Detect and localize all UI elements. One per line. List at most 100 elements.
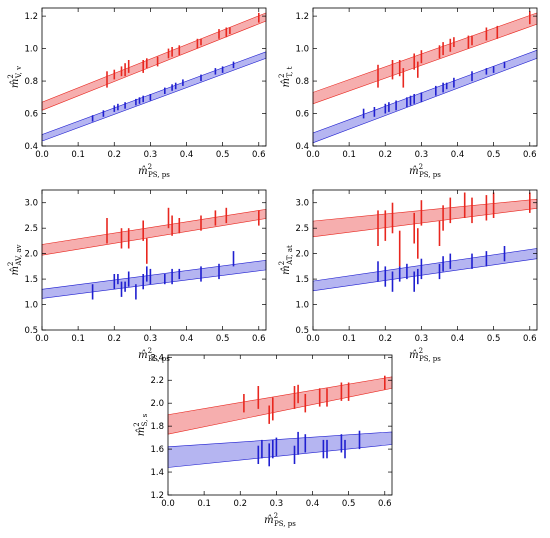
chart-panel-3: 0.0 0.1 0.2 0.3 0.4 0.5 0.6 0.5 1.0 1.5 2.0 2.5 3.0 m… (7, 189, 267, 363)
x-tick-label: 0.1 (71, 334, 85, 344)
y-axis-label-base: m̂ (281, 265, 292, 274)
x-axis-label-sup: 2 (419, 347, 423, 355)
x-axis-label: m̂2 PS, ps (138, 347, 170, 363)
x-tick-label: 0.6 (523, 334, 537, 344)
y-tick-label: 1.5 (24, 275, 38, 285)
x-tick-label: 0.3 (144, 150, 158, 160)
x-tick-label: 0.1 (342, 334, 356, 344)
x-axis-label-base: m̂ (264, 515, 273, 526)
plot-frame (312, 7, 538, 147)
plot-frame (312, 189, 538, 331)
y-tick-label: 1.2 (150, 491, 164, 501)
x-axis-label-sub: PS, ps (148, 355, 170, 363)
y-tick-label: 2.0 (150, 399, 164, 409)
y-tick-label: 1.2 (24, 12, 38, 22)
y-tick-label: 1.0 (24, 45, 38, 55)
x-tick-label: 0.2 (378, 150, 392, 160)
x-axis-label-sub: PS, ps (419, 171, 441, 179)
y-tick-label: 2.2 (150, 376, 164, 386)
y-axis-label: m̂2V, v (7, 66, 23, 88)
x-tick-label: 0.4 (306, 499, 320, 509)
x-axis-label: m̂2 PS, ps (264, 512, 296, 528)
x-tick-label: 0.1 (342, 150, 356, 160)
x-axis-label-base: m̂ (138, 350, 147, 361)
chart-panel-1: 0.0 0.1 0.2 0.3 0.4 0.5 0.60.40.60.81.01.2m̂2 P… (7, 7, 267, 179)
y-axis-label-base: m̂ (136, 427, 147, 436)
x-tick-label: 0.2 (378, 334, 392, 344)
x-tick-label: 0.6 (252, 150, 266, 160)
x-tick-label: 0.2 (107, 334, 121, 344)
y-tick-label: 0.6 (24, 110, 38, 120)
x-tick-label: 0.0 (35, 150, 49, 160)
x-axis-label-sub: PS, ps (419, 355, 441, 363)
x-axis-label: m̂2 PS, ps (138, 163, 170, 179)
y-axis-label: m̂2S, s (133, 413, 149, 436)
x-tick-label: 0.0 (306, 334, 320, 344)
x-tick-label: 0.5 (342, 499, 356, 509)
y-axis-label: m̂2AT, at (278, 245, 294, 275)
band-blue (312, 248, 538, 292)
y-tick-label: 2.5 (295, 224, 309, 234)
y-axis-label-base: m̂ (10, 79, 21, 88)
y-tick-label: 1.4 (150, 468, 164, 478)
x-tick-label: 0.3 (270, 499, 284, 509)
y-tick-label: 3.0 (295, 199, 309, 209)
y-tick-label: 0.5 (295, 326, 309, 336)
y-axis-label-sub: S, s (141, 413, 149, 426)
y-tick-label: 2.0 (24, 250, 38, 260)
y-tick-label: 1.5 (295, 275, 309, 285)
x-tick-label: 0.6 (523, 150, 537, 160)
x-tick-label: 0.6 (378, 499, 392, 509)
x-axis-label-base: m̂ (138, 166, 147, 177)
y-tick-label: 1.0 (295, 45, 309, 55)
x-tick-label: 0.3 (144, 334, 158, 344)
band-blue (41, 259, 267, 299)
y-axis-label-sub: AV, av (15, 244, 23, 266)
x-axis-label: m̂2 PS, ps (409, 347, 441, 363)
x-tick-label: 0.4 (451, 334, 465, 344)
band-red (167, 376, 393, 435)
y-tick-label: 0.4 (295, 142, 309, 152)
y-axis-label-sup: 2 (7, 74, 15, 78)
band-blue (167, 431, 393, 468)
x-tick-label: 0.4 (451, 150, 465, 160)
y-axis-label-sub: V, v (15, 66, 23, 79)
y-axis-label-base: m̂ (10, 266, 21, 275)
x-axis-label-base: m̂ (409, 166, 418, 177)
x-tick-label: 0.0 (306, 150, 320, 160)
y-axis-label-base: m̂ (281, 78, 292, 87)
y-tick-label: 1.2 (295, 12, 309, 22)
x-tick-label: 0.5 (487, 150, 501, 160)
y-tick-label: 2.0 (295, 250, 309, 260)
x-tick-label: 0.0 (161, 499, 175, 509)
y-tick-label: 2.5 (24, 224, 38, 234)
y-axis-label-sup: 2 (7, 262, 15, 266)
x-tick-label: 0.3 (415, 334, 429, 344)
y-tick-label: 1.0 (24, 301, 38, 311)
y-tick-label: 1.6 (150, 445, 164, 455)
y-tick-label: 0.5 (24, 326, 38, 336)
y-tick-label: 2.4 (150, 353, 164, 363)
x-axis-label-sup: 2 (148, 163, 152, 171)
y-tick-label: 3.0 (24, 199, 38, 209)
band-red (312, 198, 538, 238)
y-axis-label-sub: AT, at (286, 245, 294, 266)
y-tick-label: 0.8 (24, 77, 38, 87)
y-axis-label-sup: 2 (278, 73, 286, 77)
x-axis-label-sub: PS, ps (148, 171, 170, 179)
y-tick-label: 0.4 (24, 142, 38, 152)
x-axis-label-sup: 2 (274, 512, 278, 520)
x-tick-label: 0.6 (252, 334, 266, 344)
x-tick-label: 0.5 (487, 334, 501, 344)
x-tick-label: 0.0 (35, 334, 49, 344)
x-tick-label: 0.5 (216, 150, 230, 160)
y-tick-label: 1.8 (150, 422, 164, 432)
plot-frame (41, 189, 267, 331)
x-tick-label: 0.4 (180, 150, 194, 160)
x-axis-label-sup: 2 (419, 163, 423, 171)
band-red (312, 12, 538, 105)
y-axis-label-sup: 2 (133, 422, 141, 426)
chart-panel-5: 0.0 0.1 0.2 0.3 0.4 0.5 0.6 1.2 1.4 1.6 1.8 2.0 2.2 2… (133, 353, 393, 528)
y-tick-label: 0.6 (295, 110, 309, 120)
